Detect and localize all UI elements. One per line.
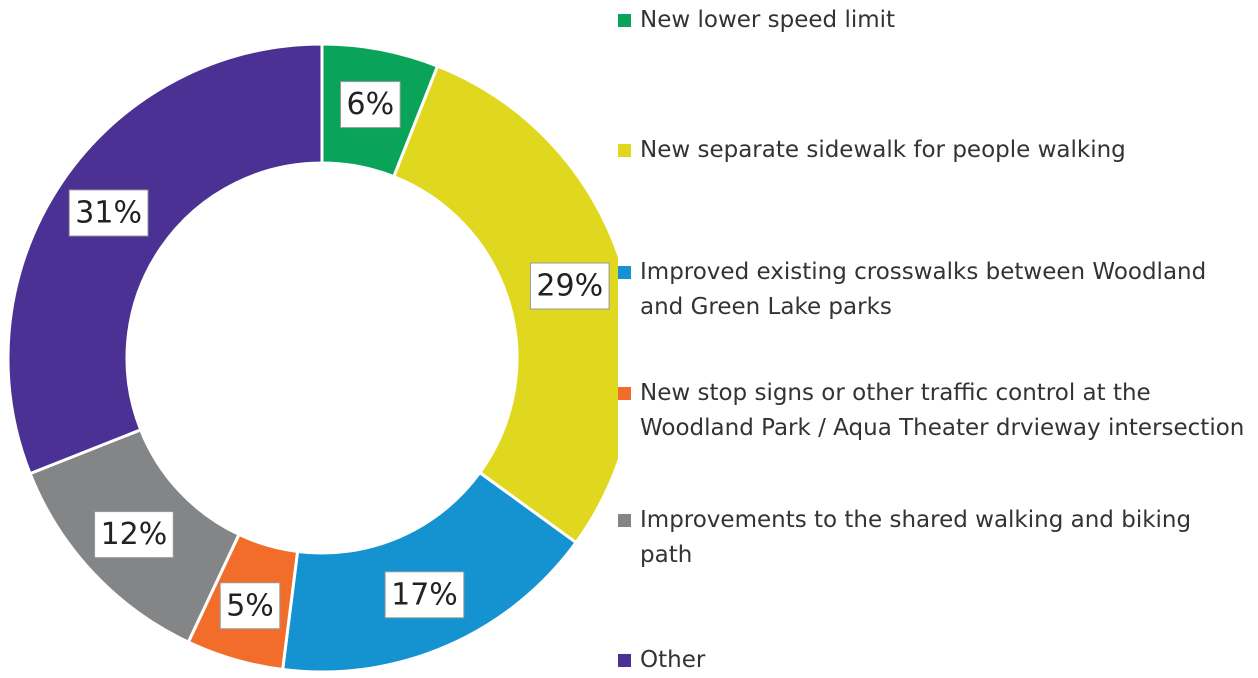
data-label-box: [68, 189, 149, 237]
data-label-text: 31%: [75, 195, 142, 230]
legend-label: New separate sidewalk for people walking: [640, 137, 1126, 163]
data-label: 6%: [340, 81, 401, 129]
legend-label: New stop signs or other traffic control …: [640, 380, 1245, 441]
slice: [391, 64, 618, 545]
legend-swatch: [618, 514, 631, 527]
legend-item: Improvements to the shared walking and b…: [618, 503, 1248, 573]
legend-swatch: [618, 266, 631, 279]
data-label-text: 12%: [101, 517, 168, 552]
legend-item: New separate sidewalk for people walking: [618, 133, 1248, 168]
data-label-box: [529, 262, 610, 310]
data-label-text: 6%: [347, 87, 395, 122]
legend-label: Other: [640, 647, 706, 673]
legend-label: New lower speed limit: [640, 7, 896, 33]
data-label-text: 5%: [226, 588, 274, 623]
data-label-text: 17%: [391, 577, 458, 612]
data-label-text: 29%: [536, 269, 603, 304]
legend-item: Other: [618, 643, 1248, 678]
data-label: 5%: [219, 582, 281, 630]
data-label-box: [94, 511, 174, 559]
data-label-box: [340, 81, 401, 129]
legend-swatch: [618, 144, 631, 157]
legend-label: Improved existing crosswalks between Woo…: [640, 259, 1207, 320]
legend-swatch: [618, 654, 631, 667]
legend-label: Improvements to the shared walking and b…: [640, 507, 1192, 568]
data-label: 29%: [529, 262, 610, 310]
legend-item: New lower speed limit: [618, 3, 1248, 38]
data-label-box: [384, 571, 465, 619]
legend-item: Improved existing crosswalks between Woo…: [618, 255, 1248, 325]
legend-swatch: [618, 14, 631, 27]
legend-swatch: [618, 387, 631, 400]
data-label-box: [219, 582, 281, 630]
data-label: 17%: [384, 571, 465, 619]
donut-chart: 6% 29% 17% 5% 12% 31%: [6, 42, 618, 671]
data-label: 31%: [68, 189, 149, 237]
legend-item: New stop signs or other traffic control …: [618, 376, 1248, 446]
slice: [6, 42, 324, 476]
data-label: 12%: [94, 511, 174, 559]
